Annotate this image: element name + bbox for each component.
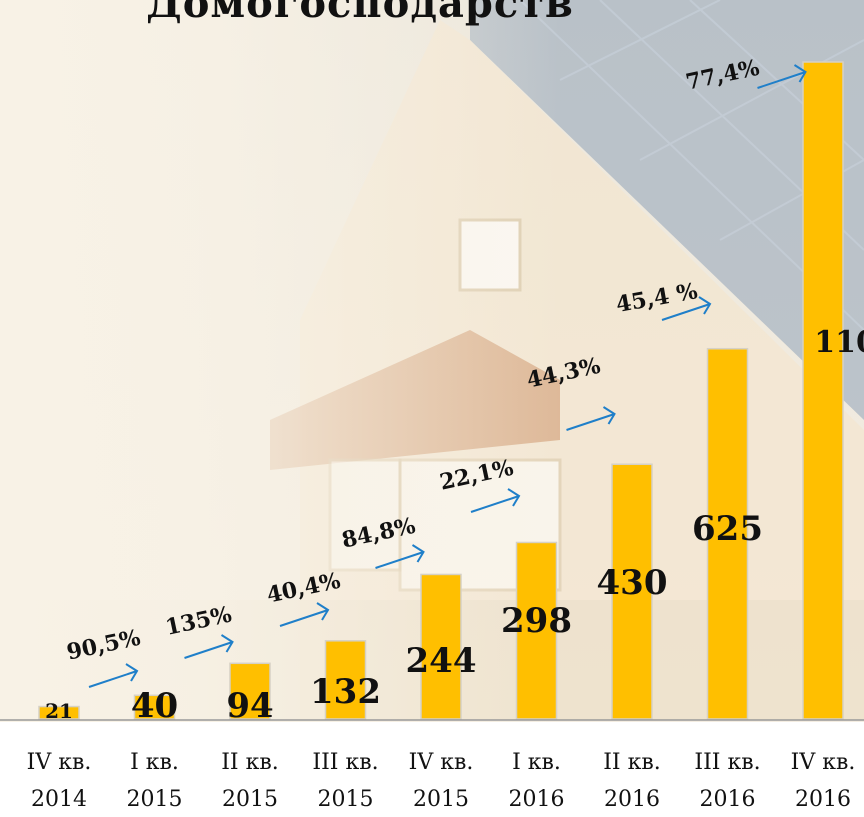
growth-arrow-head: [125, 663, 139, 682]
growth-label: 84,8%: [339, 513, 417, 554]
bar: [515, 541, 558, 720]
bar: [133, 694, 176, 720]
bar: [802, 61, 844, 720]
value-label: 21: [45, 699, 73, 723]
growth-arrow-head: [793, 64, 807, 83]
growth-label: 90,5%: [64, 625, 142, 666]
bar: [38, 705, 80, 720]
value-label: 298: [501, 601, 572, 641]
x-tick-label-year: 2015: [318, 787, 374, 812]
growth-label: 40,4%: [264, 568, 342, 609]
growth-label: 77,4%: [683, 55, 761, 96]
growth-arrow-head: [602, 406, 616, 425]
x-tick-label-year: 2014: [31, 787, 87, 812]
x-tick-label-year: 2016: [509, 787, 565, 812]
bar: [229, 662, 271, 720]
bar: [611, 463, 653, 720]
x-tick-label-year: 2016: [604, 787, 660, 812]
bar: [324, 640, 367, 720]
value-label: 132: [310, 672, 381, 712]
growth-arrow: [470, 495, 520, 513]
x-tick-label-year: 2016: [700, 787, 756, 812]
bar: [706, 347, 749, 720]
growth-arrow: [566, 413, 615, 431]
growth-arrow-head: [507, 488, 521, 507]
value-label: 244: [406, 641, 477, 681]
growth-arrow: [661, 303, 711, 321]
growth-label: 22,1%: [437, 455, 515, 496]
growth-arrow-head: [411, 544, 425, 563]
chart-title: Домогосподарств: [146, 0, 574, 27]
growth-arrow: [279, 609, 329, 627]
x-tick-label-year: 2015: [222, 787, 278, 812]
x-tick-label-year: 2015: [413, 787, 469, 812]
value-label: 625: [692, 509, 763, 549]
x-tick-label: IV кв.: [791, 750, 856, 775]
growth-label: 44,3%: [524, 353, 602, 394]
x-tick-label: III кв.: [694, 750, 760, 775]
growth-arrow-head: [220, 634, 234, 653]
x-tick-label: III кв.: [312, 750, 378, 775]
value-label: 430: [597, 563, 668, 603]
growth-label: 135%: [163, 601, 234, 640]
bar: [420, 573, 462, 720]
x-tick-label: IV кв.: [27, 750, 92, 775]
x-tick-label: I кв.: [130, 750, 179, 775]
growth-arrow: [88, 670, 138, 688]
growth-arrow: [184, 641, 233, 659]
growth-arrow-head: [316, 602, 330, 621]
x-tick-label: I кв.: [512, 750, 561, 775]
x-tick-label-year: 2016: [795, 787, 851, 812]
x-tick-label: II кв.: [221, 750, 279, 775]
growth-arrow: [375, 551, 424, 569]
growth-arrow: [757, 71, 806, 89]
growth-arrow-head: [698, 296, 712, 315]
x-tick-label: IV кв.: [409, 750, 474, 775]
x-tick-label: II кв.: [603, 750, 661, 775]
value-label: 1109: [814, 325, 864, 360]
x-tick-label-year: 2015: [127, 787, 183, 812]
